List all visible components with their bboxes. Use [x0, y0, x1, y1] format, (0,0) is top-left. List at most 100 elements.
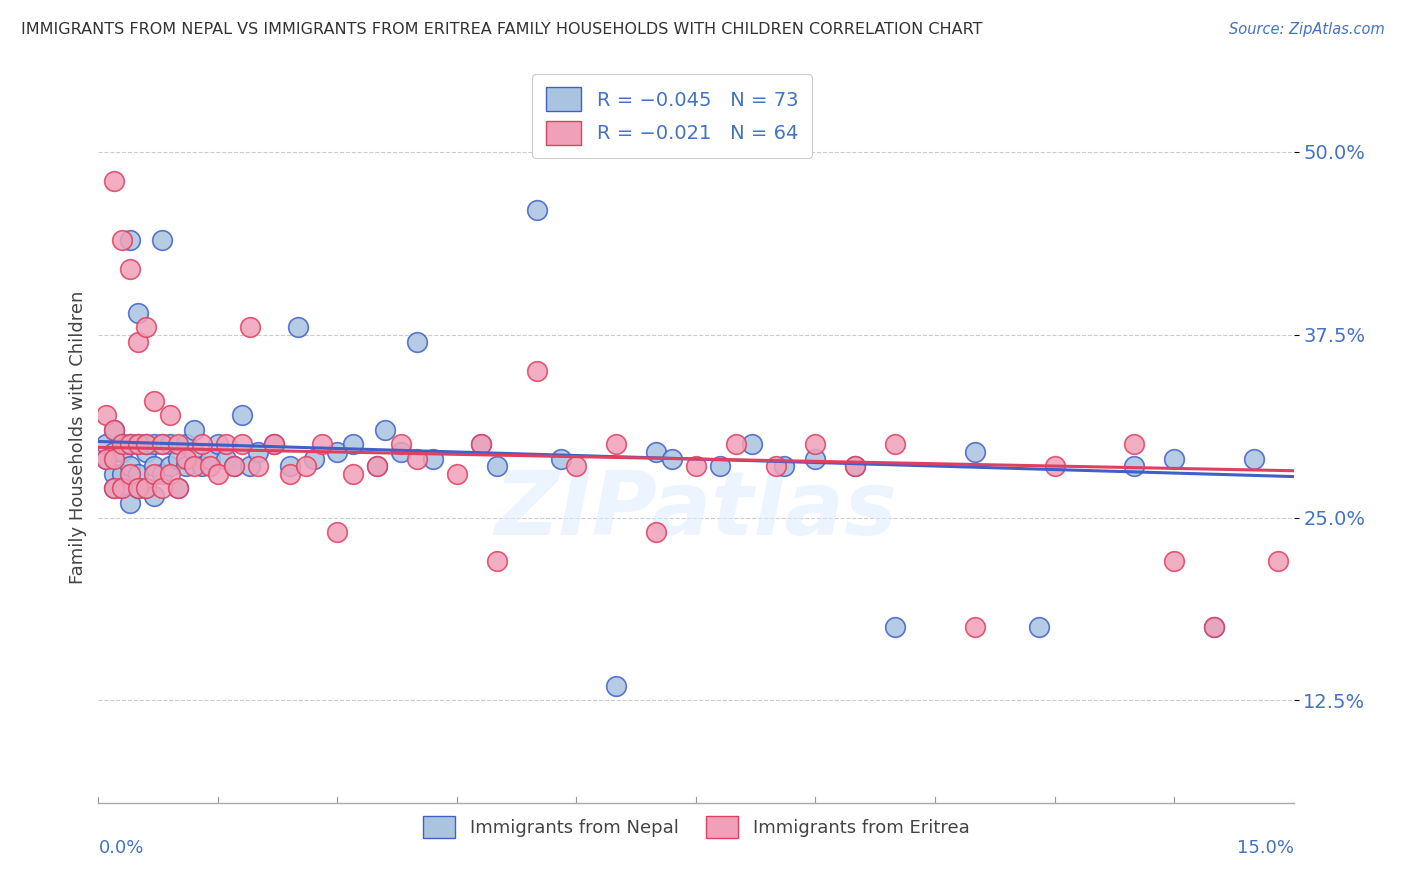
Point [120, 467, 142, 481]
Point [239, 320, 262, 334]
Point [366, 459, 388, 474]
Point [844, 459, 866, 474]
Point [135, 444, 157, 458]
Point [159, 437, 181, 451]
Point [326, 444, 349, 458]
Point [159, 459, 181, 474]
Point [844, 459, 866, 474]
Point [143, 467, 166, 481]
Point [143, 393, 166, 408]
Point [167, 437, 190, 451]
Point [143, 459, 166, 474]
Point [884, 437, 907, 451]
Point [120, 437, 142, 451]
Point [103, 452, 125, 467]
Point [389, 444, 412, 458]
Point [804, 452, 827, 467]
Text: 0.0%: 0.0% [98, 839, 143, 857]
Point [1163, 452, 1185, 467]
Point [103, 423, 125, 437]
Point [709, 459, 731, 474]
Point [198, 459, 221, 474]
Point [167, 452, 190, 467]
Point [311, 437, 333, 451]
Point [150, 233, 173, 247]
Point [446, 467, 468, 481]
Point [485, 554, 508, 568]
Point [127, 467, 149, 481]
Point [685, 459, 707, 474]
Point [127, 481, 149, 495]
Point [804, 437, 827, 451]
Point [485, 459, 508, 474]
Point [183, 459, 205, 474]
Point [127, 437, 149, 451]
Point [135, 481, 157, 495]
Point [263, 437, 285, 451]
Point [231, 437, 253, 451]
Point [111, 481, 134, 495]
Point [470, 437, 492, 451]
Point [1267, 554, 1289, 568]
Point [374, 423, 396, 437]
Text: Source: ZipAtlas.com: Source: ZipAtlas.com [1229, 22, 1385, 37]
Point [1123, 437, 1146, 451]
Point [103, 444, 125, 458]
Point [1202, 620, 1225, 634]
Point [96, 437, 118, 451]
Point [342, 467, 364, 481]
Point [326, 525, 349, 540]
Point [772, 459, 794, 474]
Point [263, 437, 285, 451]
Text: 15.0%: 15.0% [1236, 839, 1294, 857]
Point [96, 452, 118, 467]
Point [150, 437, 173, 451]
Point [127, 437, 149, 451]
Text: IMMIGRANTS FROM NEPAL VS IMMIGRANTS FROM ERITREA FAMILY HOUSEHOLDS WITH CHILDREN: IMMIGRANTS FROM NEPAL VS IMMIGRANTS FROM… [21, 22, 983, 37]
Point [1243, 452, 1265, 467]
Point [103, 174, 125, 188]
Point [150, 467, 173, 481]
Point [963, 620, 986, 634]
Point [207, 437, 229, 451]
Point [765, 459, 787, 474]
Point [884, 620, 907, 634]
Point [120, 459, 142, 474]
Point [111, 481, 134, 495]
Point [215, 437, 238, 451]
Point [103, 481, 125, 495]
Point [605, 437, 627, 451]
Point [406, 334, 429, 349]
Point [724, 437, 747, 451]
Point [645, 444, 668, 458]
Point [135, 320, 157, 334]
Point [422, 452, 444, 467]
Point [605, 679, 627, 693]
Point [127, 306, 149, 320]
Point [278, 459, 301, 474]
Point [191, 437, 214, 451]
Point [302, 452, 325, 467]
Point [103, 423, 125, 437]
Point [135, 481, 157, 495]
Point [207, 467, 229, 481]
Point [231, 408, 253, 422]
Point [127, 481, 149, 495]
Point [111, 444, 134, 458]
Point [159, 408, 181, 422]
Point [96, 452, 118, 467]
Point [111, 437, 134, 451]
Point [103, 467, 125, 481]
Point [103, 481, 125, 495]
Point [661, 452, 683, 467]
Point [526, 203, 548, 218]
Point [239, 459, 262, 474]
Point [1043, 459, 1066, 474]
Point [183, 423, 205, 437]
Point [1028, 620, 1050, 634]
Point [135, 437, 157, 451]
Point [111, 233, 134, 247]
Point [222, 459, 245, 474]
Point [191, 459, 214, 474]
Point [294, 459, 316, 474]
